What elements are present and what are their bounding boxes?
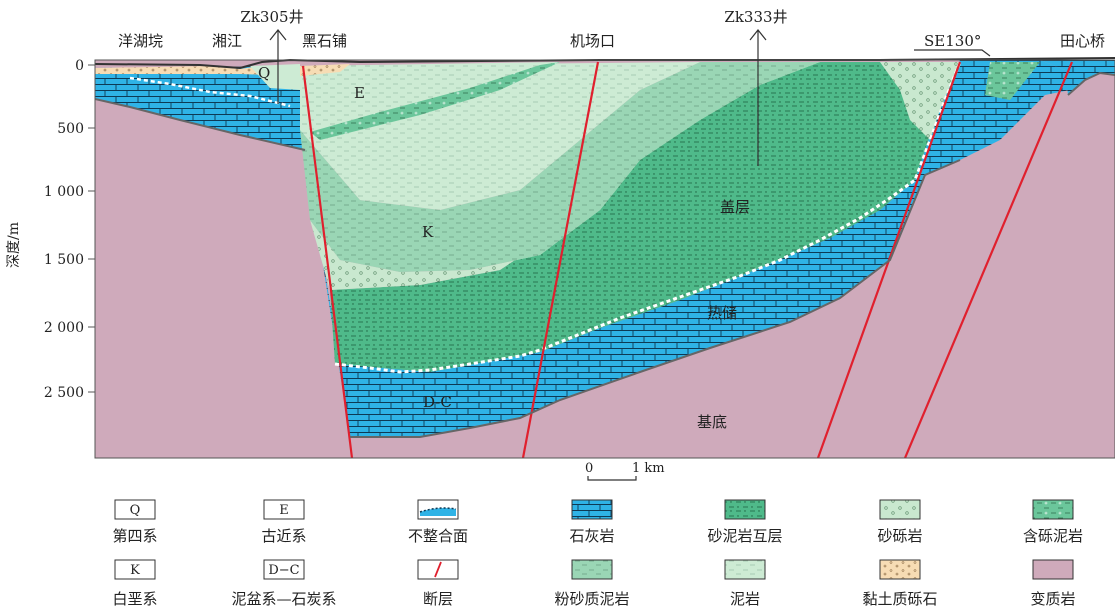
y-tick-1500: 1 500 [44, 252, 84, 268]
svg-text:砂砾岩: 砂砾岩 [877, 527, 922, 545]
legend-item-clay-gravel: 黏土质砾石 [862, 559, 938, 608]
place-jichangkou: 机场口 [570, 32, 615, 50]
label-basement: 基底 [697, 413, 727, 431]
label-reservoir: 热储 [707, 304, 737, 322]
well-zk305: Zk305井 [240, 8, 304, 104]
arrow-up-icon [749, 29, 767, 41]
fault-2 [521, 61, 600, 458]
svg-text:古近系: 古近系 [261, 527, 306, 545]
svg-text:变质岩: 变质岩 [1030, 590, 1075, 608]
place-tianxinqiao: 田心桥 [1060, 32, 1105, 50]
legend-item-pebbly-mudstone: 含砾泥岩 [1023, 499, 1083, 545]
label-caprock: 盖层 [720, 198, 750, 216]
east-pebbly [985, 62, 1040, 100]
y-tick-2000: 2 000 [44, 320, 84, 336]
svg-text:黏土质砾石: 黏土质砾石 [862, 590, 937, 608]
basement-top-graben [350, 159, 961, 438]
svg-text:泥盆系—石炭系: 泥盆系—石炭系 [231, 590, 336, 608]
y-axis-label: 深度/m [6, 222, 22, 268]
limestone-east [1040, 60, 1115, 95]
legend-item-limestone: 石灰岩 [569, 499, 615, 545]
basement-top-east [1067, 71, 1115, 96]
silty-mudstone [300, 62, 820, 272]
svg-text:断层: 断层 [423, 590, 453, 608]
legend-item-paleogene: E 古近系 [261, 499, 307, 545]
svg-text:粉砂质泥岩: 粉砂质泥岩 [554, 590, 629, 608]
svg-text:SE130°: SE130° [924, 32, 981, 50]
legend-item-gravel: 砂砾岩 [877, 499, 923, 545]
well-zk333: Zk333井 [724, 8, 788, 166]
y-tick-500: 500 [57, 121, 84, 137]
east-gravel [880, 62, 960, 140]
place-heishipu: 黑石铺 [302, 32, 347, 50]
legend-item-mudstone: 泥岩 [724, 559, 766, 608]
svg-text:含砾泥岩: 含砾泥岩 [1023, 527, 1083, 545]
legend-item-quaternary: Q 第四系 [112, 499, 158, 545]
fault-1 [301, 65, 354, 458]
limestone-east-block [925, 60, 1070, 175]
svg-text:Zk333井: Zk333井 [724, 8, 787, 26]
pebbly-mudstone-band [310, 62, 560, 140]
svg-text:Q: Q [130, 503, 141, 518]
label-E: E [354, 84, 365, 102]
svg-text:D−C: D−C [268, 563, 299, 578]
svg-text:1 km: 1 km [632, 461, 665, 476]
place-yanghuyuan: 洋湖垸 [118, 32, 163, 50]
svg-text:E: E [279, 503, 289, 518]
svg-text:Zk305井: Zk305井 [240, 8, 303, 26]
legend: Q 第四系 E 古近系 不整合面 石灰岩 砂泥岩互层 砂砾岩 含砾泥岩 [112, 499, 1083, 608]
quaternary-block [250, 64, 300, 90]
svg-text:砂泥岩互层: 砂泥岩互层 [707, 527, 782, 545]
basement-top-west [95, 98, 306, 151]
arrow-up-icon [269, 29, 287, 41]
scale-bar: 0 1 km [585, 461, 665, 481]
sandmud-interbed [330, 62, 955, 372]
label-D-C: D-C [423, 393, 452, 411]
direction-indicator: SE130° [914, 32, 991, 57]
svg-text:石灰岩: 石灰岩 [569, 527, 614, 545]
svg-text:0: 0 [585, 461, 593, 476]
legend-item-fault: 断层 [417, 559, 459, 608]
fault-4 [903, 61, 1074, 458]
legend-item-unconformity: 不整合面 [408, 499, 468, 545]
place-xiangjiang: 湘江 [212, 32, 242, 50]
label-Q: Q [258, 64, 270, 82]
y-tick-0: 0 [75, 58, 84, 74]
svg-text:K: K [130, 563, 140, 578]
y-axis: 0 500 1 000 1 500 2 000 2 500 深度/m [6, 58, 96, 458]
svg-text:不整合面: 不整合面 [408, 527, 468, 545]
svg-text:泥岩: 泥岩 [730, 590, 760, 608]
limestone-graben [305, 62, 1010, 437]
limestone-west [95, 66, 305, 150]
legend-item-sandmud: 砂泥岩互层 [707, 499, 783, 545]
unconformity-surface [334, 61, 962, 374]
legend-item-metamorphic: 变质岩 [1030, 559, 1076, 608]
legend-item-devonian-carboniferous: D−C 泥盆系—石炭系 [231, 559, 337, 608]
y-tick-1000: 1 000 [44, 184, 84, 200]
unconformity-west [129, 76, 291, 108]
y-tick-2500: 2 500 [44, 385, 84, 401]
legend-item-cretaceous: K 白垩系 [112, 559, 158, 608]
legend-item-silty-mudstone: 粉砂质泥岩 [554, 559, 630, 608]
svg-text:第四系: 第四系 [112, 527, 157, 545]
section-body [95, 60, 1115, 458]
svg-text:白垩系: 白垩系 [112, 590, 157, 608]
label-K: K [422, 223, 434, 241]
